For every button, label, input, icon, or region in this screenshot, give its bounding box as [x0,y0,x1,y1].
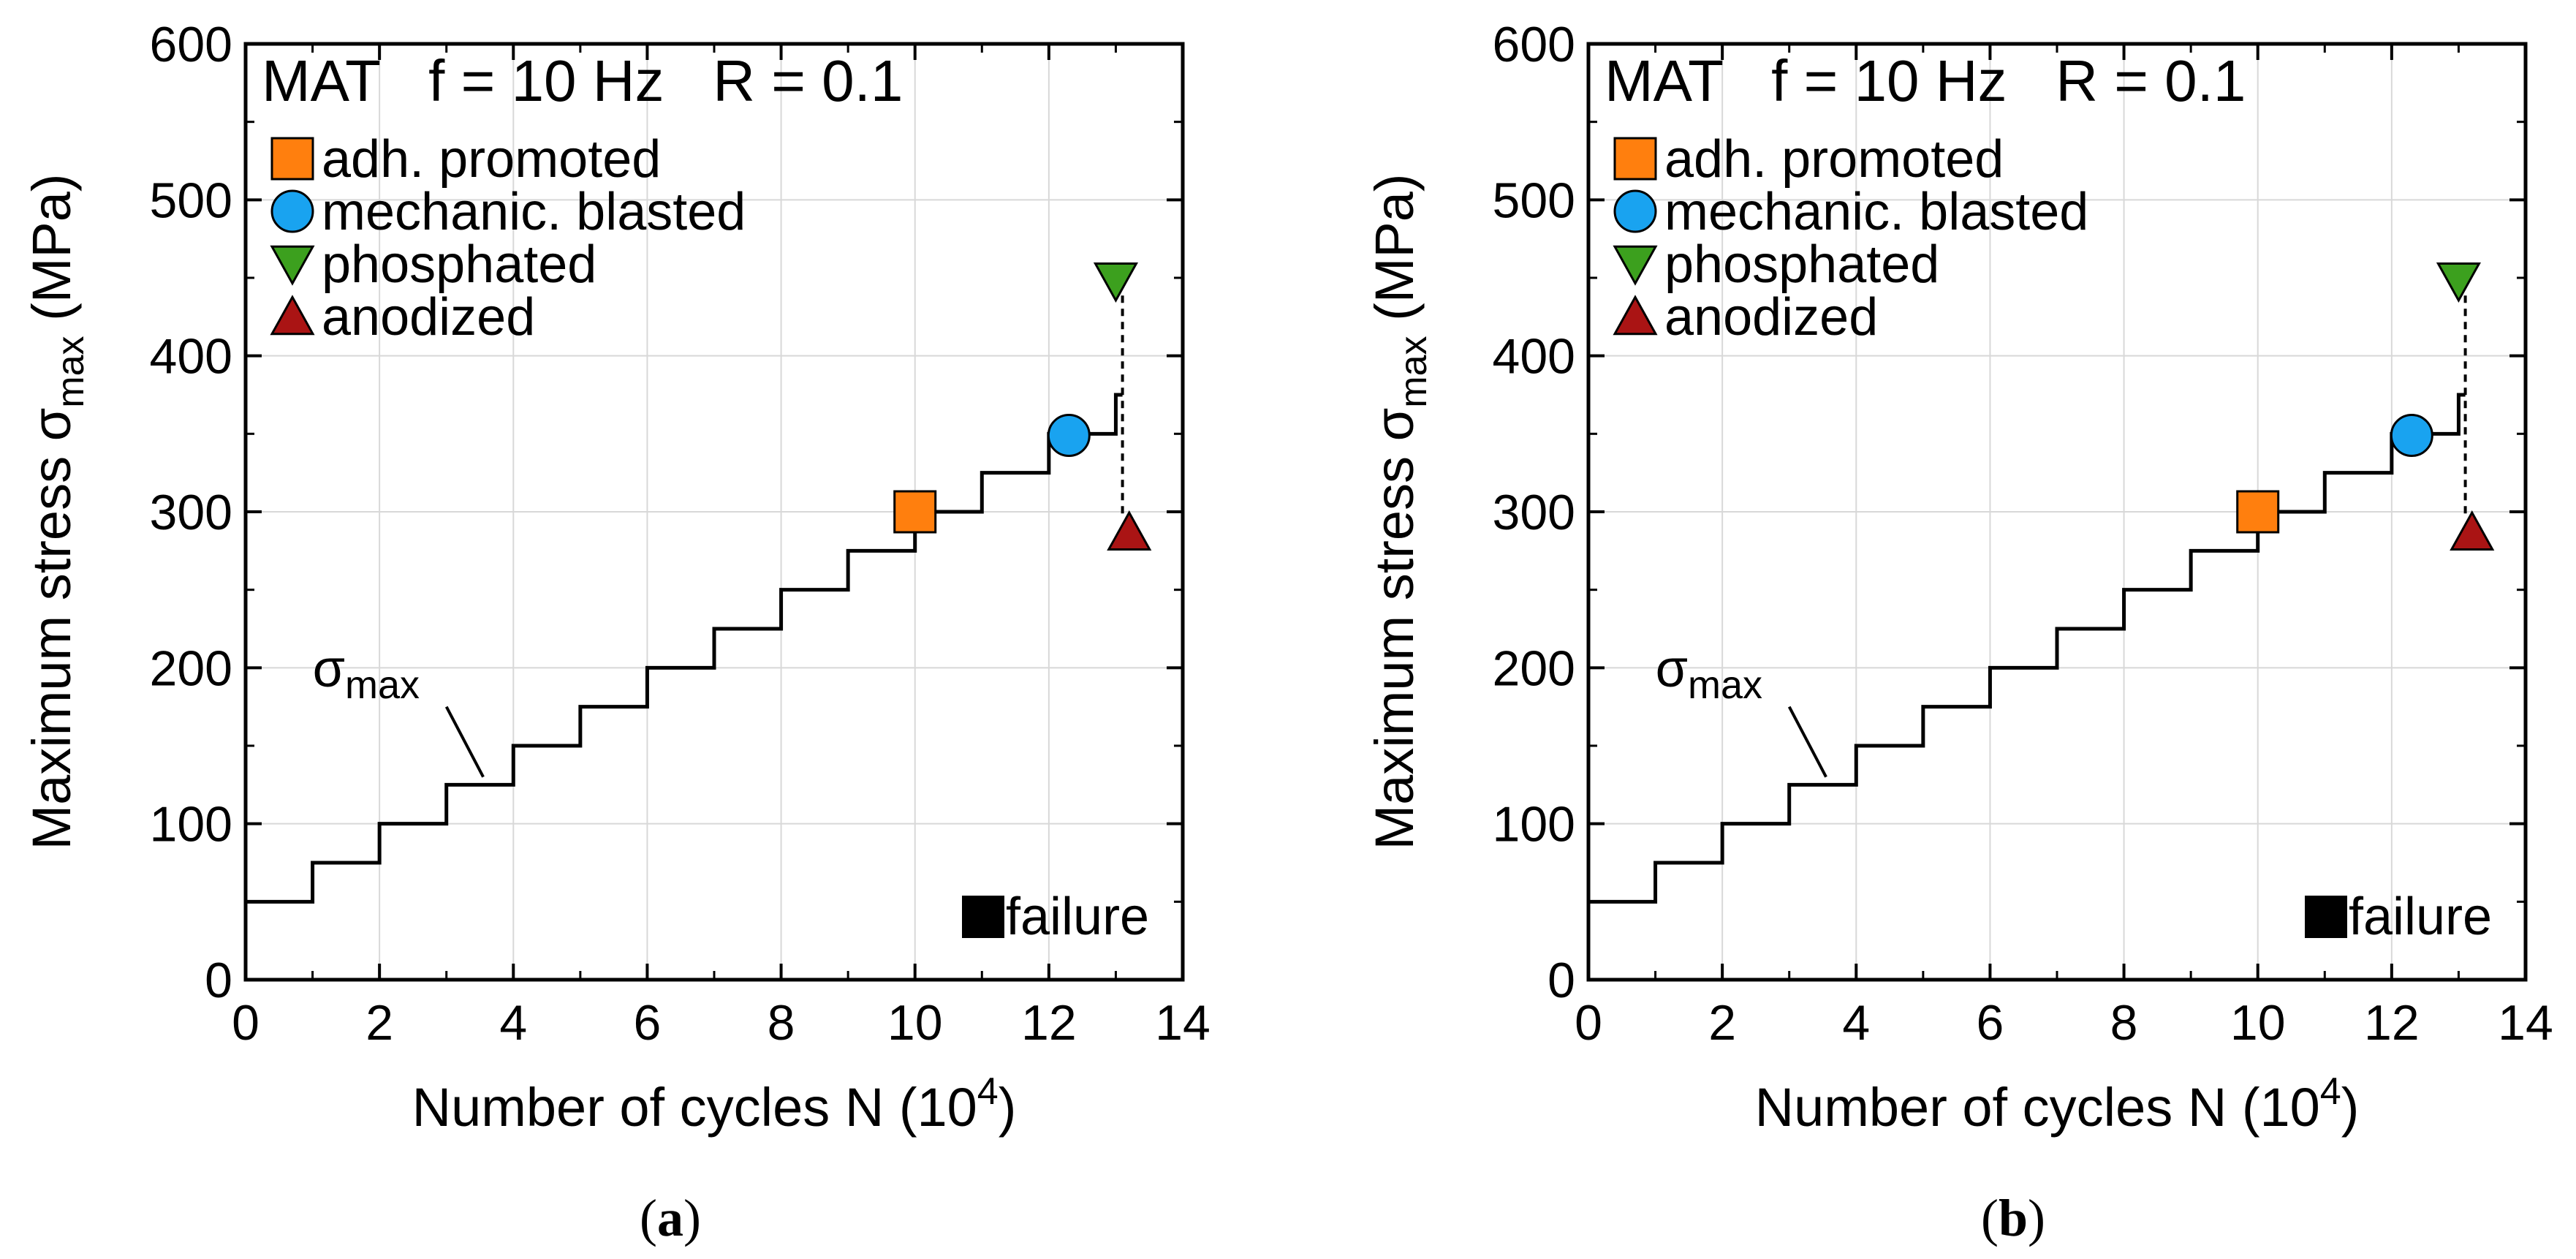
y-tick-label: 600 [150,17,232,72]
marker-phosphated [1093,262,1138,303]
legend-marker-anodized-icon [270,295,315,336]
sigma-max-annotation: σmax [313,640,485,778]
y-tick-label: 0 [1548,953,1575,1008]
y-tick-label: 200 [150,640,232,696]
x-axis-label: Number of cycles N (104) [412,1070,1017,1138]
legend-label-adh-promoted: adh. promoted [322,130,661,189]
legend-label-phosphated: phosphated [322,235,596,294]
x-tick-label: 0 [1575,995,1602,1051]
legend: MAT f = 10 Hz R = 0.1 adh. promoted mech… [262,48,903,347]
x-tick-label: 2 [1708,995,1736,1051]
legend-label-anodized: anodized [322,288,535,347]
panel-caption-a: (a) [640,1189,701,1247]
grid [246,44,1183,980]
marker-adh-promoted [2236,490,2280,534]
marker-anodized [1107,510,1152,551]
annotation-leader-line [444,706,485,778]
x-axis-label: Number of cycles N (104) [1755,1070,2360,1138]
y-tick-label: 100 [150,797,232,852]
sigma-max-annotation: σmax [1656,640,1827,778]
x-tick-label: 12 [1021,995,1077,1051]
x-tick-label: 8 [2110,995,2138,1051]
legend-marker-anodized-icon [1613,295,1658,336]
failure-label: failure [2349,888,2492,946]
x-tick-label: 10 [887,995,943,1051]
x-tick-label: 8 [768,995,795,1051]
annotation-leader-line [1787,706,1827,778]
marker-mechanic-blasted [1047,413,1091,457]
legend-marker-mechanic-blasted-icon [1613,189,1657,233]
y-axis-label: Maximum stress σmax (MPa) [21,173,92,850]
y-tick-label: 400 [1493,329,1575,385]
y-tick-label: 300 [150,485,232,540]
step-line [246,393,1123,904]
marker-mechanic-blasted [2390,413,2433,457]
legend: MAT f = 10 Hz R = 0.1 adh. promoted mech… [1605,48,2246,347]
axis-ticks: 0 2 4 6 8 10 12 14 0 100 200 300 400 500 600 [150,17,1211,1051]
data-markers [893,262,1152,551]
panel-caption-b: (b) [1981,1189,2045,1247]
x-tick-label: 2 [365,995,393,1051]
x-tick-label: 10 [2230,995,2286,1051]
legend-markers [270,137,315,336]
legend-label-mechanic-blasted: mechanic. blasted [322,183,746,241]
y-tick-label: 300 [1493,485,1575,540]
failure-legend: failure [2305,888,2492,946]
x-tick-label: 14 [2498,995,2553,1051]
y-tick-label: 0 [205,953,232,1008]
marker-phosphated [2436,262,2481,303]
marker-anodized [2450,510,2495,551]
y-axis-label: Maximum stress σmax (MPa) [1364,173,1435,850]
data-markers [2236,262,2495,551]
legend-label-phosphated: phosphated [1664,235,1939,294]
failure-legend: failure [962,888,1149,946]
stress-step-line [1588,295,2467,904]
y-tick-label: 400 [150,329,232,385]
y-tick-label: 600 [1493,17,1575,72]
sigma-max-label: σmax [313,640,420,707]
legend-marker-mechanic-blasted-icon [270,189,314,233]
x-tick-label: 4 [1842,995,1870,1051]
legend-title: MAT f = 10 Hz R = 0.1 [1605,48,2246,113]
failure-square-icon [2305,896,2347,938]
x-tick-label: 6 [634,995,662,1051]
x-tick-label: 6 [1977,995,2004,1051]
legend-marker-adh-promoted-icon [1613,137,1657,181]
panel-a: 0 2 4 6 8 10 12 14 0 100 200 300 400 500 600 MAT f = 1… [21,17,1211,1247]
stress-step-line [246,295,1124,904]
marker-adh-promoted [893,490,937,534]
axis-ticks: 0 2 4 6 8 10 12 14 0 100 200 300 400 500 600 [1493,17,2553,1051]
panel-b: 0 2 4 6 8 10 12 14 0 100 200 300 400 500 600 MAT f = 1… [1364,17,2553,1247]
step-line [1588,393,2466,904]
legend-marker-phosphated-icon [270,245,315,286]
y-tick-label: 500 [150,173,232,228]
x-tick-label: 14 [1155,995,1211,1051]
x-tick-label: 0 [232,995,260,1051]
legend-label-anodized: anodized [1664,288,1878,347]
legend-marker-adh-promoted-icon [270,137,314,181]
failure-label: failure [1006,888,1149,946]
y-tick-label: 200 [1493,640,1575,696]
failure-square-icon [962,896,1004,938]
sigma-max-label: σmax [1656,640,1762,707]
y-tick-label: 100 [1493,797,1575,852]
legend-marker-phosphated-icon [1613,245,1658,286]
legend-markers [1613,137,1658,336]
legend-label-adh-promoted: adh. promoted [1664,130,2004,189]
x-tick-label: 4 [499,995,527,1051]
x-tick-label: 12 [2364,995,2420,1051]
y-tick-label: 500 [1493,173,1575,228]
legend-label-mechanic-blasted: mechanic. blasted [1664,183,2088,241]
legend-title: MAT f = 10 Hz R = 0.1 [262,48,903,113]
